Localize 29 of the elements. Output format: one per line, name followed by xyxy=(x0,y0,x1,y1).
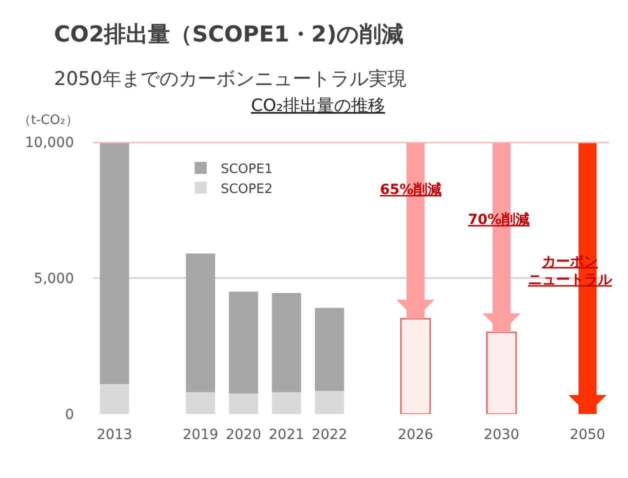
bar xyxy=(314,390,344,414)
bar xyxy=(186,392,216,414)
x-tick-label: 2013 xyxy=(96,427,132,443)
x-tick-label: 2050 xyxy=(570,427,606,443)
legend-label: SCOPE1 xyxy=(220,162,273,177)
x-tick-label: 2019 xyxy=(182,427,218,443)
bar xyxy=(100,384,130,414)
y-tick-label: 5,000 xyxy=(34,270,74,287)
y-tick-label: 10,000 xyxy=(25,134,74,151)
bar xyxy=(272,292,302,392)
bar xyxy=(314,308,344,391)
bar xyxy=(272,392,302,414)
bar xyxy=(228,394,258,414)
x-tick-label: 2026 xyxy=(398,427,434,443)
y-tick-label: 0 xyxy=(65,406,74,423)
bar xyxy=(228,292,258,394)
x-tick-label: 2021 xyxy=(268,427,304,443)
chart-title: CO2排出量（SCOPE1・2)の削減 xyxy=(54,22,404,48)
bar xyxy=(486,332,517,414)
bar xyxy=(400,318,431,414)
text: CO₂排出量の推移 xyxy=(251,96,386,116)
bar xyxy=(186,254,216,392)
x-tick-label: 2020 xyxy=(226,427,262,443)
chart-subtitle: 2050年までのカーボンニュートラル実現 xyxy=(54,68,406,90)
x-tick-label: 2030 xyxy=(484,427,520,443)
legend-label: SCOPE2 xyxy=(220,182,273,197)
bar xyxy=(100,142,130,384)
y-axis-title: （t-CO₂） xyxy=(18,113,78,128)
x-tick-label: 2022 xyxy=(312,427,348,443)
